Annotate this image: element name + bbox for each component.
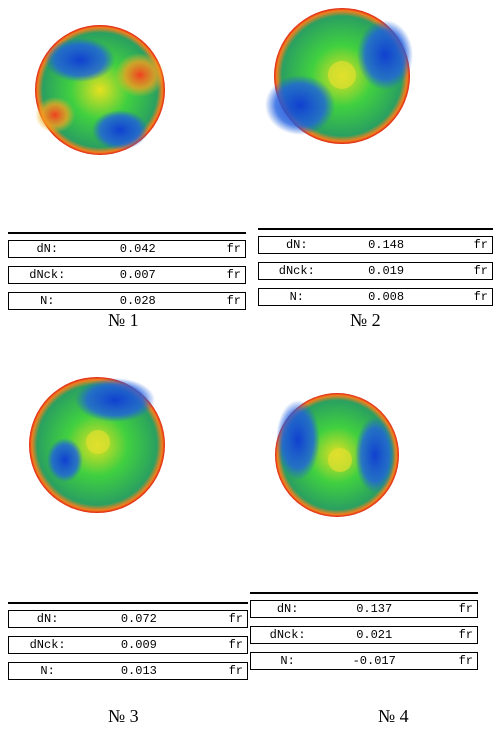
interferogram	[265, 8, 413, 144]
row-unit: fr	[190, 294, 245, 308]
row-value: 0.009	[86, 638, 191, 652]
row-unit: fr	[424, 628, 477, 642]
row-value: 0.013	[86, 664, 191, 678]
row-unit: fr	[424, 602, 477, 616]
row-value: 0.028	[86, 294, 190, 308]
interferogram	[275, 393, 399, 517]
row-unit: fr	[192, 664, 247, 678]
row-name: N:	[259, 290, 335, 304]
panel-label: № 2	[350, 310, 381, 331]
panel-label: № 4	[378, 706, 409, 727]
divider	[8, 232, 246, 234]
panel-label: № 1	[108, 310, 139, 331]
row-value: 0.072	[86, 612, 191, 626]
row-unit: fr	[192, 638, 247, 652]
row-value: 0.137	[324, 602, 424, 616]
interferogram	[35, 25, 165, 155]
row-value: -0.017	[324, 654, 424, 668]
row-name: dN:	[259, 238, 335, 252]
row-value: 0.148	[335, 238, 438, 252]
row-name: N:	[251, 654, 324, 668]
row-name: dN:	[251, 602, 324, 616]
row-unit: fr	[438, 238, 492, 252]
panel-label: № 3	[108, 706, 139, 727]
row-name: dNck:	[259, 264, 335, 278]
row-unit: fr	[438, 290, 492, 304]
row-value: 0.021	[324, 628, 424, 642]
row-value: 0.042	[86, 242, 190, 256]
row-unit: fr	[190, 242, 245, 256]
row-value: 0.008	[335, 290, 438, 304]
interferogram	[29, 377, 165, 513]
row-value: 0.019	[335, 264, 438, 278]
row-name: dNck:	[9, 638, 86, 652]
divider	[250, 592, 478, 594]
row-name: dNck:	[251, 628, 324, 642]
divider	[8, 602, 248, 604]
row-unit: fr	[192, 612, 247, 626]
divider	[258, 228, 493, 230]
row-name: N:	[9, 664, 86, 678]
row-value: 0.007	[86, 268, 190, 282]
row-name: N:	[9, 294, 86, 308]
row-unit: fr	[438, 264, 492, 278]
row-name: dNck:	[9, 268, 86, 282]
row-name: dN:	[9, 242, 86, 256]
row-name: dN:	[9, 612, 86, 626]
row-unit: fr	[424, 654, 477, 668]
row-unit: fr	[190, 268, 245, 282]
page: {"panels": [ {"label": "№ 1", "rows": [{…	[0, 0, 493, 731]
